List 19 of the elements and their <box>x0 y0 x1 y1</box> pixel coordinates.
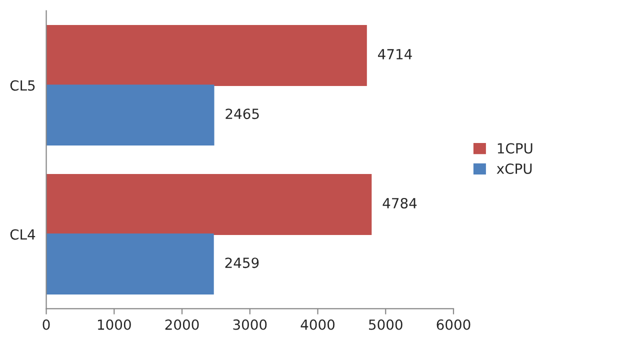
x-tick-label: 5000 <box>369 319 402 330</box>
x-tick-label: 3000 <box>233 319 267 330</box>
bar <box>46 24 367 86</box>
legend-label: 1CPU <box>498 143 532 154</box>
y-tick-label: CL5 <box>10 80 35 91</box>
y-tick-label: CL4 <box>10 229 36 240</box>
x-tick-label: 2000 <box>165 319 199 330</box>
x-tick-label: 6000 <box>436 319 470 330</box>
data-label: 2459 <box>225 258 259 268</box>
bar <box>46 174 372 235</box>
data-label: 4784 <box>382 198 417 208</box>
data-label: 2465 <box>226 108 259 120</box>
x-tick-label: 0 <box>42 319 50 330</box>
legend-label: xCPU <box>496 163 532 174</box>
x-tick-label: 1000 <box>98 319 131 330</box>
data-label: 4714 <box>378 49 412 60</box>
x-tick-label: 4000 <box>300 319 335 330</box>
bar <box>46 234 214 295</box>
bar <box>46 84 214 146</box>
